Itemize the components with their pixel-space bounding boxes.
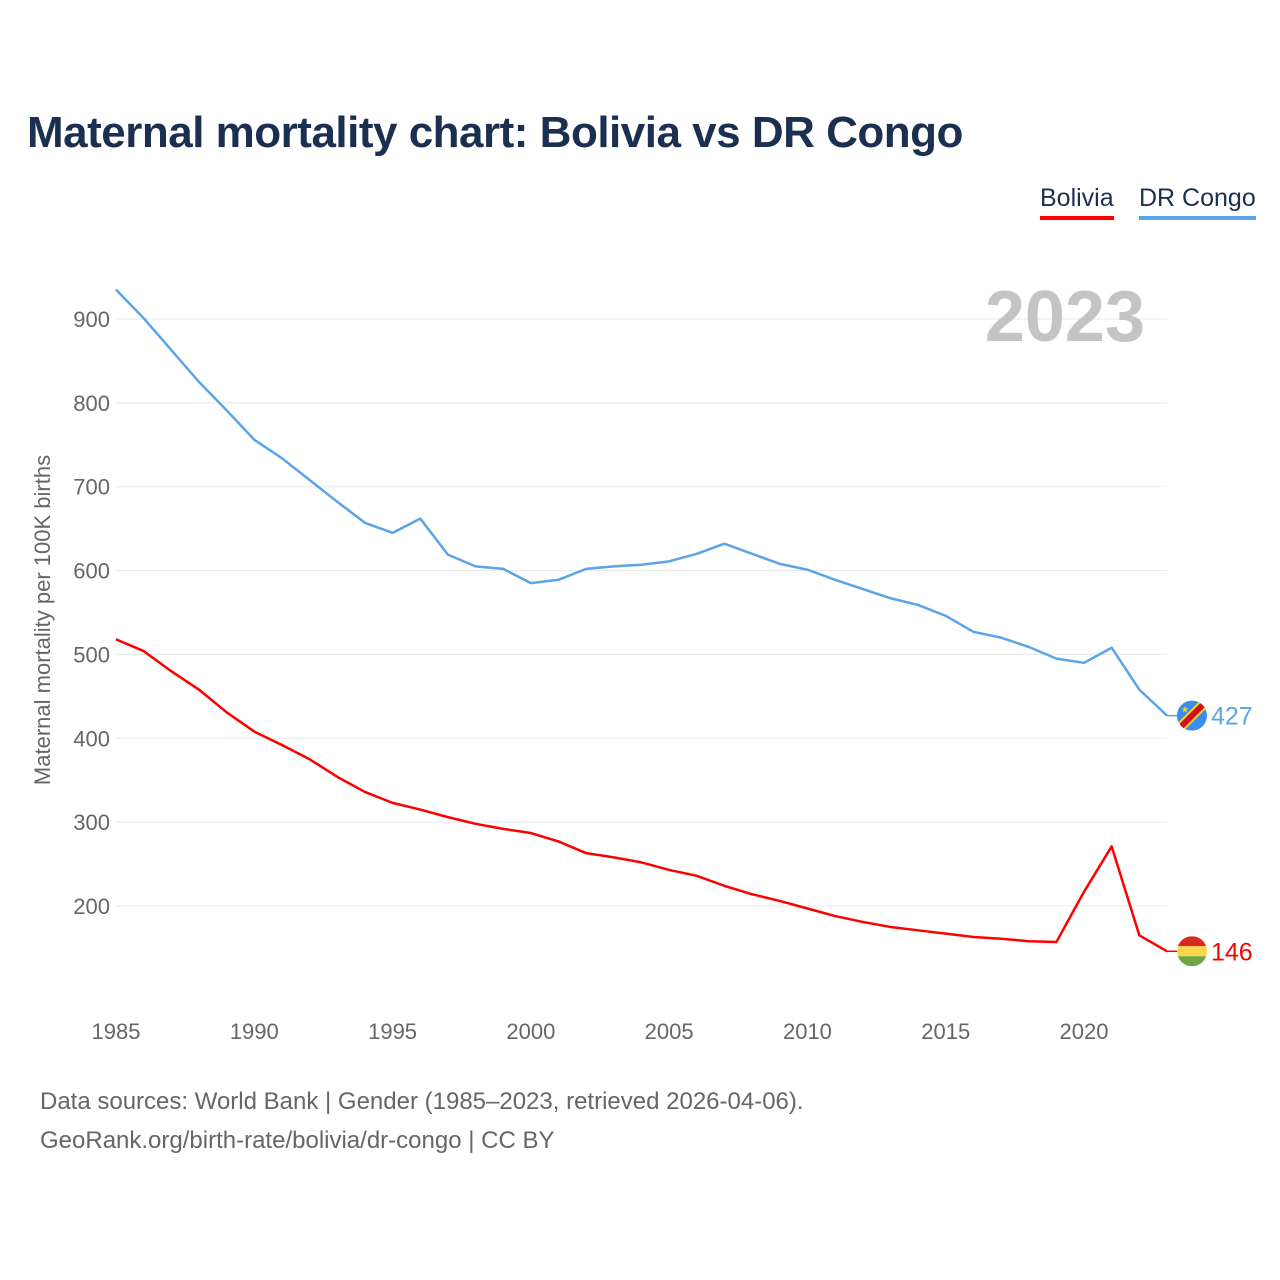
chart-title: Maternal mortality chart: Bolivia vs DR … <box>27 108 963 157</box>
y-tick-label: 800 <box>73 391 110 416</box>
year-label: 2023 <box>985 277 1145 357</box>
x-tick-label: 1985 <box>92 1019 141 1044</box>
x-tick-label: 2015 <box>921 1019 970 1044</box>
y-tick-label: 900 <box>73 307 110 332</box>
series-line-bolivia <box>115 638 1168 953</box>
x-tick-label: 1995 <box>368 1019 417 1044</box>
y-tick-label: 600 <box>73 559 110 584</box>
source-note: Data sources: World Bank | Gender (1985–… <box>40 1088 804 1115</box>
end-value-label-bolivia: 146 <box>1211 938 1253 966</box>
bolivia-flag-icon <box>1177 936 1207 967</box>
x-tick-label: 2020 <box>1060 1019 1109 1044</box>
x-tick-label: 1990 <box>230 1019 279 1044</box>
x-tick-label: 2005 <box>645 1019 694 1044</box>
end-value-label-dr-congo: 427 <box>1211 703 1253 731</box>
legend-bolivia[interactable]: Bolivia <box>1040 184 1114 220</box>
legend-dr-congo[interactable]: DR Congo <box>1139 184 1256 220</box>
series-line-dr-congo <box>115 288 1168 717</box>
y-tick-label: 700 <box>73 475 110 500</box>
dr-congo-flag-icon: ★ <box>1177 700 1207 731</box>
y-tick-label: 400 <box>73 726 110 751</box>
source-url: GeoRank.org/birth-rate/bolivia/dr-congo … <box>40 1127 555 1154</box>
y-tick-label: 500 <box>73 642 110 667</box>
y-tick-label: 200 <box>73 894 110 919</box>
x-tick-label: 2010 <box>783 1019 832 1044</box>
svg-text:★: ★ <box>1181 705 1189 715</box>
y-tick-label: 300 <box>73 810 110 835</box>
x-tick-label: 2000 <box>506 1019 555 1044</box>
y-axis-label: Maternal mortality per 100K births <box>30 455 55 785</box>
